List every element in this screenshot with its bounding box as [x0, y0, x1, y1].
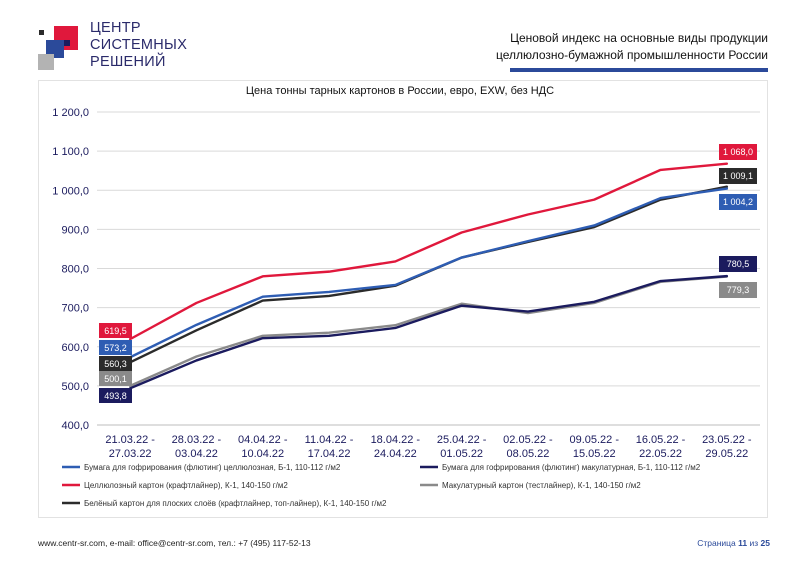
logo-text: ЦЕНТР СИСТЕМНЫХ РЕШЕНИЙ — [90, 20, 187, 71]
data-label-box — [99, 371, 132, 386]
page-of: из — [749, 538, 759, 548]
page-total: 25 — [760, 538, 770, 548]
logo-line-3: РЕШЕНИЙ — [90, 54, 166, 70]
legend-label: Макулатурный картон (тестлайнер), К-1, 1… — [442, 481, 641, 490]
data-label: 779,3 — [727, 285, 750, 295]
data-label-box — [99, 340, 132, 355]
data-label: 573,2 — [104, 343, 127, 353]
x-tick-label: 27.03.22 — [109, 448, 152, 460]
data-label-box — [719, 144, 757, 160]
x-tick-label: 17.04.22 — [308, 448, 351, 460]
legend-label: Целлюлозный картон (крафтлайнер), К-1, 1… — [84, 481, 288, 490]
data-label: 619,5 — [104, 326, 127, 336]
document-title-line-1: Ценовой индекс на основные виды продукци… — [510, 31, 768, 45]
x-tick-label: 03.04.22 — [175, 448, 218, 460]
page-current: 11 — [738, 538, 748, 548]
y-tick-label: 800,0 — [61, 264, 89, 276]
data-label: 780,5 — [727, 259, 750, 269]
x-tick-label: 21.03.22 - — [105, 434, 155, 446]
y-tick-label: 1 000,0 — [52, 185, 89, 197]
series-line — [128, 162, 729, 341]
data-label: 1 004,2 — [723, 197, 753, 207]
logo-line-1: ЦЕНТР — [90, 20, 141, 36]
x-tick-label: 10.04.22 — [241, 448, 284, 460]
x-tick-label: 09.05.22 - — [569, 434, 619, 446]
logo-squares-icon — [38, 26, 78, 70]
y-tick-label: 600,0 — [61, 342, 89, 354]
company-logo — [38, 22, 178, 82]
x-tick-label: 11.04.22 - — [305, 434, 354, 446]
y-tick-label: 900,0 — [61, 224, 89, 236]
x-tick-label: 25.04.22 - — [437, 434, 487, 446]
x-tick-label: 01.05.22 — [440, 448, 483, 460]
document-title-line-2: целлюлозно-бумажной промышленности Росси… — [495, 48, 768, 62]
page-word: Страница — [697, 538, 736, 548]
data-label-box — [719, 194, 757, 210]
data-label-box — [719, 282, 757, 298]
header-rule — [510, 68, 768, 72]
data-label: 1 009,1 — [723, 171, 753, 181]
data-label-box — [719, 168, 757, 184]
footer-page-number: Страница 11 из 25 — [697, 538, 770, 548]
series-line — [128, 185, 729, 364]
y-tick-label: 700,0 — [61, 303, 89, 315]
y-tick-label: 500,0 — [61, 381, 89, 393]
x-tick-label: 24.04.22 — [374, 448, 417, 460]
x-tick-label: 28.03.22 - — [172, 434, 222, 446]
logo-line-2: СИСТЕМНЫХ — [90, 37, 188, 53]
x-tick-label: 22.05.22 — [639, 448, 682, 460]
legend-label: Бумага для гофрирования (флютинг) целлюл… — [84, 463, 341, 472]
legend-label: Белёный картон для плоских слоёв (крафтл… — [84, 499, 387, 508]
y-tick-label: 1 200,0 — [52, 107, 89, 119]
x-tick-label: 15.05.22 — [573, 448, 616, 460]
data-label: 560,3 — [104, 359, 127, 369]
data-label-box — [99, 356, 132, 371]
data-label: 1 068,0 — [723, 147, 753, 157]
footer-contacts: www.centr-sr.com, e-mail: office@centr-s… — [38, 538, 311, 548]
document-title: Ценовой индекс на основные виды продукци… — [468, 30, 768, 64]
x-tick-label: 08.05.22 — [507, 448, 550, 460]
series-line — [128, 187, 729, 359]
data-label: 493,8 — [104, 391, 127, 401]
y-tick-label: 400,0 — [61, 420, 89, 432]
x-tick-label: 23.05.22 - — [702, 434, 752, 446]
data-label-box — [99, 388, 132, 403]
x-tick-label: 04.04.22 - — [238, 434, 288, 446]
x-tick-label: 02.05.22 - — [503, 434, 553, 446]
x-tick-label: 16.05.22 - — [636, 434, 686, 446]
chart-title: Цена тонны тарных картонов в России, евр… — [245, 85, 555, 97]
x-tick-label: 18.04.22 - — [371, 434, 421, 446]
chart-frame — [38, 80, 768, 518]
x-tick-label: 29.05.22 — [705, 448, 748, 460]
data-label-box — [99, 323, 132, 338]
legend-label: Бумага для гофрирования (флютинг) макула… — [442, 463, 701, 472]
series-line — [128, 274, 729, 390]
data-label: 500,1 — [104, 374, 127, 384]
y-tick-label: 1 100,0 — [52, 146, 89, 158]
data-label-box — [719, 256, 757, 272]
